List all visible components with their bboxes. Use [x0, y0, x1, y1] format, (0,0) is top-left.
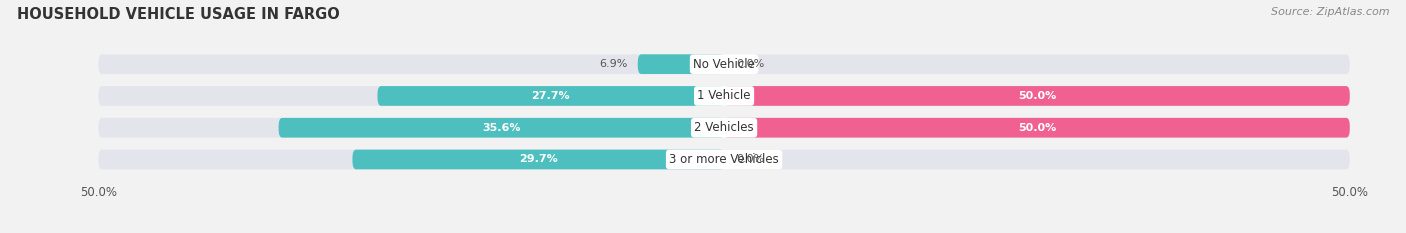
FancyBboxPatch shape — [278, 118, 724, 137]
Legend: Owner-occupied, Renter-occupied: Owner-occupied, Renter-occupied — [593, 230, 855, 233]
FancyBboxPatch shape — [98, 150, 1350, 169]
Text: HOUSEHOLD VEHICLE USAGE IN FARGO: HOUSEHOLD VEHICLE USAGE IN FARGO — [17, 7, 340, 22]
Text: 29.7%: 29.7% — [519, 154, 558, 164]
FancyBboxPatch shape — [353, 150, 724, 169]
Text: 50.0%: 50.0% — [1018, 91, 1056, 101]
Text: 1 Vehicle: 1 Vehicle — [697, 89, 751, 103]
Text: 27.7%: 27.7% — [531, 91, 569, 101]
Text: 3 or more Vehicles: 3 or more Vehicles — [669, 153, 779, 166]
FancyBboxPatch shape — [638, 54, 724, 74]
Text: Source: ZipAtlas.com: Source: ZipAtlas.com — [1271, 7, 1389, 17]
Text: No Vehicle: No Vehicle — [693, 58, 755, 71]
FancyBboxPatch shape — [98, 86, 1350, 106]
Text: 35.6%: 35.6% — [482, 123, 520, 133]
FancyBboxPatch shape — [724, 118, 1350, 137]
FancyBboxPatch shape — [98, 118, 1350, 137]
Text: 0.0%: 0.0% — [737, 59, 765, 69]
Text: 2 Vehicles: 2 Vehicles — [695, 121, 754, 134]
Text: 6.9%: 6.9% — [599, 59, 627, 69]
Text: 50.0%: 50.0% — [1018, 123, 1056, 133]
Text: 0.0%: 0.0% — [737, 154, 765, 164]
FancyBboxPatch shape — [724, 86, 1350, 106]
FancyBboxPatch shape — [98, 54, 1350, 74]
FancyBboxPatch shape — [377, 86, 724, 106]
